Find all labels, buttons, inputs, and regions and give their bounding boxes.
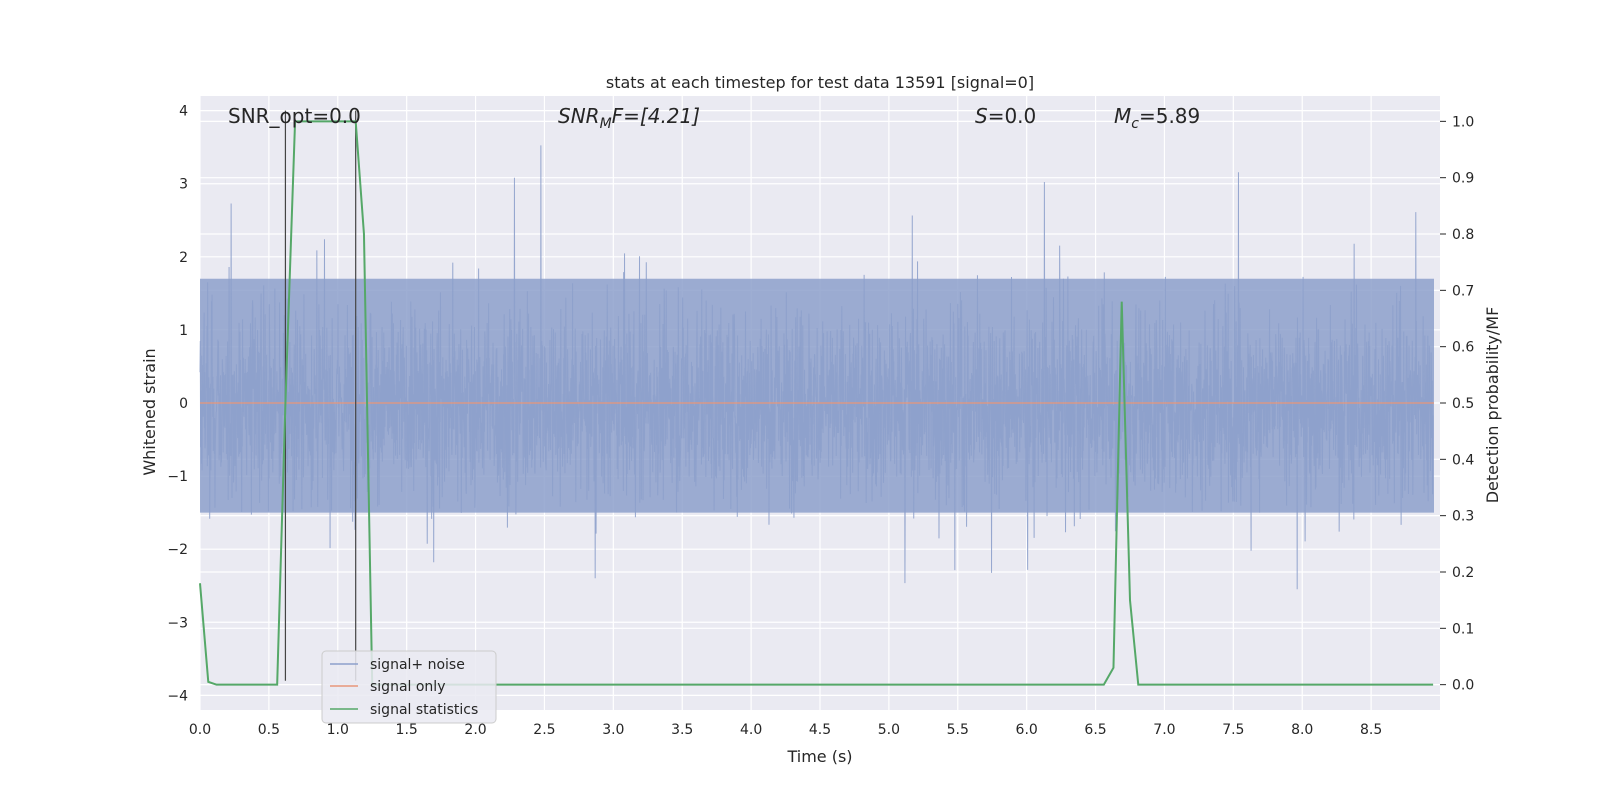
y2-tick-label: 1.0 bbox=[1452, 114, 1474, 130]
x-tick-label: 4.0 bbox=[740, 722, 762, 738]
y-tick-label: −3 bbox=[167, 615, 188, 631]
annotation-snr-opt: SNR_opt=0.0 bbox=[228, 104, 361, 128]
y-tick-label: −2 bbox=[167, 542, 188, 558]
x-tick-label: 6.5 bbox=[1084, 722, 1106, 738]
mc-value: =5.89 bbox=[1139, 104, 1200, 128]
y-tick-label: −1 bbox=[167, 469, 188, 485]
y-tick-label: 0 bbox=[179, 396, 188, 412]
y-tick-label: −4 bbox=[167, 688, 188, 704]
y-tick-label: 1 bbox=[179, 323, 188, 339]
y2-tick-label: 0.4 bbox=[1452, 452, 1474, 468]
y2-tick-label: 0.3 bbox=[1452, 509, 1474, 525]
x-tick-label: 5.5 bbox=[947, 722, 969, 738]
annotation-s: S=0.0 bbox=[975, 104, 1036, 128]
y2-tick-label: 0.5 bbox=[1452, 396, 1474, 412]
y2-axis-label: Detection probability/MF bbox=[1483, 307, 1502, 504]
s-value: =0.0 bbox=[988, 104, 1037, 128]
legend-label-signal-statistics: signal statistics bbox=[370, 702, 478, 718]
x-tick-label: 8.0 bbox=[1291, 722, 1313, 738]
x-axis-label: Time (s) bbox=[786, 747, 852, 766]
mc-sub: c bbox=[1131, 116, 1139, 132]
y2-tick-label: 0.0 bbox=[1452, 678, 1474, 694]
legend-label-signal-noise: signal+ noise bbox=[370, 657, 465, 673]
x-tick-label: 3.0 bbox=[602, 722, 624, 738]
x-tick-label: 8.5 bbox=[1360, 722, 1382, 738]
noise-trace bbox=[199, 145, 1434, 590]
legend-label-signal-only: signal only bbox=[370, 679, 445, 695]
s-label: S bbox=[975, 104, 988, 128]
y2-tick-label: 0.1 bbox=[1452, 621, 1474, 637]
x-tick-label: 4.5 bbox=[809, 722, 831, 738]
annotation-snr-mf: SNRMF=[4.21] bbox=[558, 104, 700, 132]
y2-tick-label: 0.2 bbox=[1452, 565, 1474, 581]
x-tick-label: 0.5 bbox=[258, 722, 280, 738]
x-tick-labels: 0.0 0.5 1.0 1.5 2.0 2.5 3.0 3.5 4.0 4.5 5.0 5.5 6.0 6… bbox=[189, 722, 1382, 738]
legend-box bbox=[321, 650, 497, 724]
x-tick-label: 6.0 bbox=[1016, 722, 1038, 738]
y-axis-label: Whitened strain bbox=[140, 348, 159, 475]
x-tick-label: 3.5 bbox=[671, 722, 693, 738]
x-tick-label: 2.0 bbox=[464, 722, 486, 738]
y-tick-labels: 4 3 2 1 0 −1 −2 −3 −4 bbox=[167, 104, 188, 705]
signal-noise-series bbox=[199, 145, 1434, 590]
x-tick-label: 7.5 bbox=[1222, 722, 1244, 738]
y2-tick-label: 0.6 bbox=[1452, 340, 1474, 356]
y-tick-label: 4 bbox=[179, 104, 188, 120]
mc-base: M bbox=[1114, 104, 1131, 128]
x-tick-label: 0.0 bbox=[189, 722, 211, 738]
x-tick-label: 5.0 bbox=[878, 722, 900, 738]
x-tick-label: 1.0 bbox=[327, 722, 349, 738]
y-tick-label: 3 bbox=[179, 177, 188, 193]
snr-mf-rest: F=[4.21] bbox=[612, 104, 700, 128]
signal-statistics-series bbox=[199, 120, 1434, 686]
snr-mf-sub: M bbox=[600, 116, 612, 132]
snr-mf-base: SNR bbox=[558, 104, 600, 128]
x-tick-label: 2.5 bbox=[533, 722, 555, 738]
chart-title: stats at each timestep for test data 135… bbox=[606, 73, 1034, 92]
y2-tick-label: 0.8 bbox=[1452, 227, 1474, 243]
y-tick-label: 2 bbox=[179, 250, 188, 266]
annotation-mc: Mc=5.89 bbox=[1114, 104, 1200, 132]
y2-tick-label: 0.9 bbox=[1452, 171, 1474, 187]
y2-tick-label: 0.7 bbox=[1452, 283, 1474, 299]
legend: signal+ noise signal only signal statist… bbox=[321, 650, 497, 724]
x-tick-label: 7.0 bbox=[1153, 722, 1175, 738]
x-tick-label: 1.5 bbox=[396, 722, 418, 738]
y2-tick-labels: 1.0 0.9 0.8 0.7 0.6 0.5 0.4 0.3 0.2 0.1 0.0 bbox=[1452, 114, 1474, 693]
